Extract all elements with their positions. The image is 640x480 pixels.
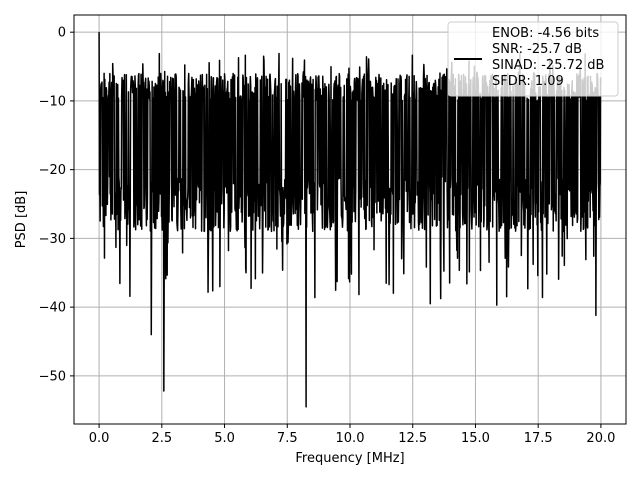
y-tick-label: −20 [39, 163, 66, 178]
x-tick-label: 17.5 [524, 431, 553, 446]
x-tick-label: 7.5 [277, 431, 298, 446]
y-tick-label: −50 [39, 369, 66, 384]
x-tick-label: 5.0 [214, 431, 235, 446]
legend-sfdr: SFDR: 1.09 [492, 74, 564, 89]
y-tick-label: −40 [39, 301, 66, 316]
x-tick-label: 0.0 [89, 431, 110, 446]
y-tick-label: 0 [58, 26, 66, 41]
legend-enob: ENOB: -4.56 bits [492, 26, 599, 41]
ticks: 0.0 2.5 5.0 7.5 10.0 12.5 15.0 17.5 20.0 0 −10 −20 −… [39, 26, 616, 446]
y-tick-label: −30 [39, 232, 66, 247]
x-tick-label: 10.0 [336, 431, 365, 446]
legend-sinad: SINAD: -25.72 dB [492, 58, 604, 73]
y-tick-label: −10 [39, 94, 66, 109]
x-tick-label: 12.5 [398, 431, 427, 446]
psd-series [98, 32, 602, 408]
legend-box [447, 21, 619, 97]
legend: ENOB: -4.56 bits SNR: -25.7 dB SINAD: -2… [447, 21, 619, 97]
x-tick-label: 20.0 [586, 431, 615, 446]
x-tick-label: 2.5 [151, 431, 172, 446]
legend-snr: SNR: -25.7 dB [492, 42, 582, 57]
x-tick-label: 15.0 [461, 431, 490, 446]
y-axis-label: PSD [dB] [14, 191, 29, 249]
x-axis-label: Frequency [MHz] [295, 451, 404, 466]
psd-line [98, 32, 602, 408]
